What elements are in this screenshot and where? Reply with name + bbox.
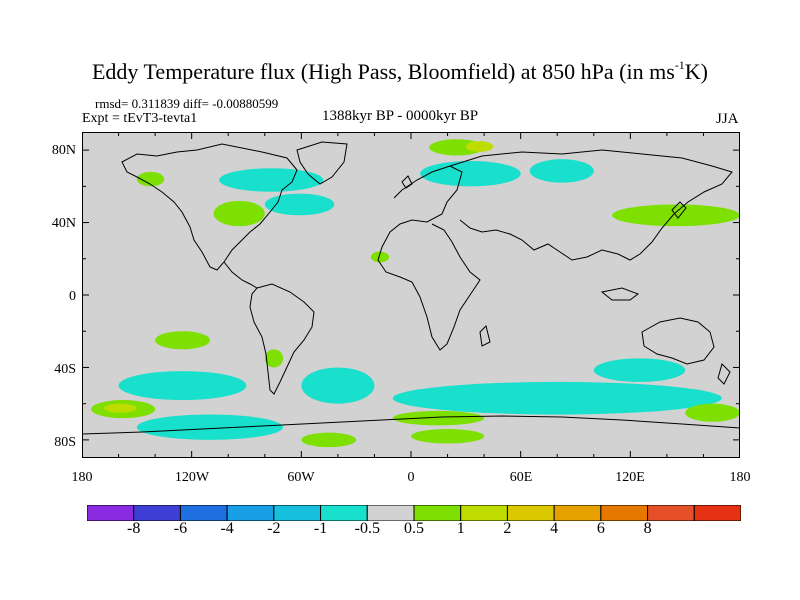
title-main: Eddy Temperature flux (High Pass, Bloomf… [91, 59, 675, 84]
coast-europe-africa [377, 165, 481, 351]
map-title: Eddy Temperature flux (High Pass, Bloomf… [0, 58, 800, 85]
anomaly-region-20 [685, 403, 740, 422]
colorbar-swatch-2 [179, 505, 228, 521]
colorbar-swatch-8 [460, 505, 508, 521]
anomaly-region-19 [301, 432, 357, 448]
coast-antarctica [82, 415, 740, 435]
title-end: K) [684, 59, 708, 84]
colorbar [87, 505, 741, 521]
anomaly-region-17 [392, 410, 485, 426]
coast-australia [641, 317, 715, 365]
lon-label-60e: 60E [509, 470, 533, 485]
anomaly-region-16 [103, 403, 137, 413]
anomaly-region-3 [529, 159, 594, 183]
anomaly-region-11 [301, 367, 375, 404]
lat-label-0: 0 [69, 289, 76, 304]
coast-madagascar [479, 325, 491, 347]
lon-label-180w: 180 [71, 470, 93, 485]
lon-label-120w: 120W [174, 470, 210, 485]
anomaly-layer [91, 139, 740, 448]
colorbar-swatch-10 [553, 505, 602, 521]
anomaly-region-13 [136, 414, 284, 440]
colorbar-label-1: -6 [173, 520, 188, 537]
colorbar-label-9: 4 [550, 520, 559, 537]
coast-new-zealand [717, 363, 731, 385]
anomaly-region-1 [264, 193, 335, 216]
coast-greenland [296, 141, 348, 185]
anomaly-region-18 [411, 429, 485, 444]
anomaly-region-21 [155, 331, 210, 350]
colorbar-label-4: -1 [313, 520, 328, 537]
stats-text: rmsd= 0.311839 diff= -0.00880599 [95, 96, 279, 111]
world-map [82, 132, 740, 458]
colorbar-swatch-1 [133, 505, 181, 521]
colorbar-swatch-0 [87, 505, 135, 521]
coast-south-america [249, 283, 315, 395]
anomaly-region-12 [392, 381, 722, 415]
colorbar-swatch-5 [320, 505, 368, 521]
colorbar-label-8: 2 [503, 520, 512, 537]
colorbar-swatch-7 [413, 505, 462, 521]
lat-label-40n: 40N [51, 216, 76, 231]
colorbar-label-6: 0.5 [404, 520, 424, 537]
colorbar-swatch-3 [226, 505, 275, 521]
colorbar-label-3: -2 [267, 520, 281, 537]
lat-label-80s: 80S [54, 435, 76, 450]
colorbar-swatch-6 [366, 505, 415, 521]
anomaly-region-14 [593, 358, 686, 382]
colorbar-swatch-4 [273, 505, 322, 521]
coast-british-isles [401, 175, 413, 189]
colorbar-label-5: -0.5 [354, 520, 380, 537]
anomaly-region-7 [136, 171, 165, 187]
coastlines [82, 141, 740, 435]
lat-label-40s: 40S [54, 362, 76, 377]
lon-label-0: 0 [407, 470, 415, 485]
coast-japan [671, 201, 687, 219]
anomaly-region-10 [118, 371, 247, 401]
colorbar-label-11: 8 [643, 520, 652, 537]
coast-north-america [121, 143, 298, 271]
lon-label-120e: 120E [615, 470, 645, 485]
colorbar-swatch-12 [647, 505, 695, 521]
lon-label-60w: 60W [287, 470, 315, 485]
anomaly-region-0 [219, 168, 324, 192]
period-label: 1388kyr BP - 0000kyr BP [322, 108, 479, 124]
map-ticks [82, 132, 740, 458]
colorbar-label-0: -8 [127, 520, 141, 537]
colorbar-swatch-11 [600, 505, 649, 521]
anomaly-region-6 [213, 200, 265, 227]
colorbar-swatch-13 [693, 505, 741, 521]
anomaly-region-9 [370, 251, 390, 263]
lon-label-180e: 180 [729, 470, 751, 485]
anomaly-region-5 [465, 141, 494, 152]
colorbar-label-2: -4 [220, 520, 234, 537]
anomaly-region-22 [264, 349, 284, 368]
title-superscript: -1 [674, 58, 685, 72]
experiment-label: Expt = tEvT3-tevta1 [82, 111, 198, 126]
coast-indonesia [600, 287, 640, 301]
colorbar-label-7: 1 [456, 520, 465, 537]
colorbar-label-10: 6 [596, 520, 605, 537]
coast-asia [449, 149, 733, 261]
lat-label-80n: 80N [51, 143, 76, 158]
season-label: JJA [716, 111, 739, 127]
anomaly-region-2 [420, 160, 521, 187]
colorbar-swatch-9 [506, 505, 555, 521]
coast-central-america [223, 261, 258, 289]
